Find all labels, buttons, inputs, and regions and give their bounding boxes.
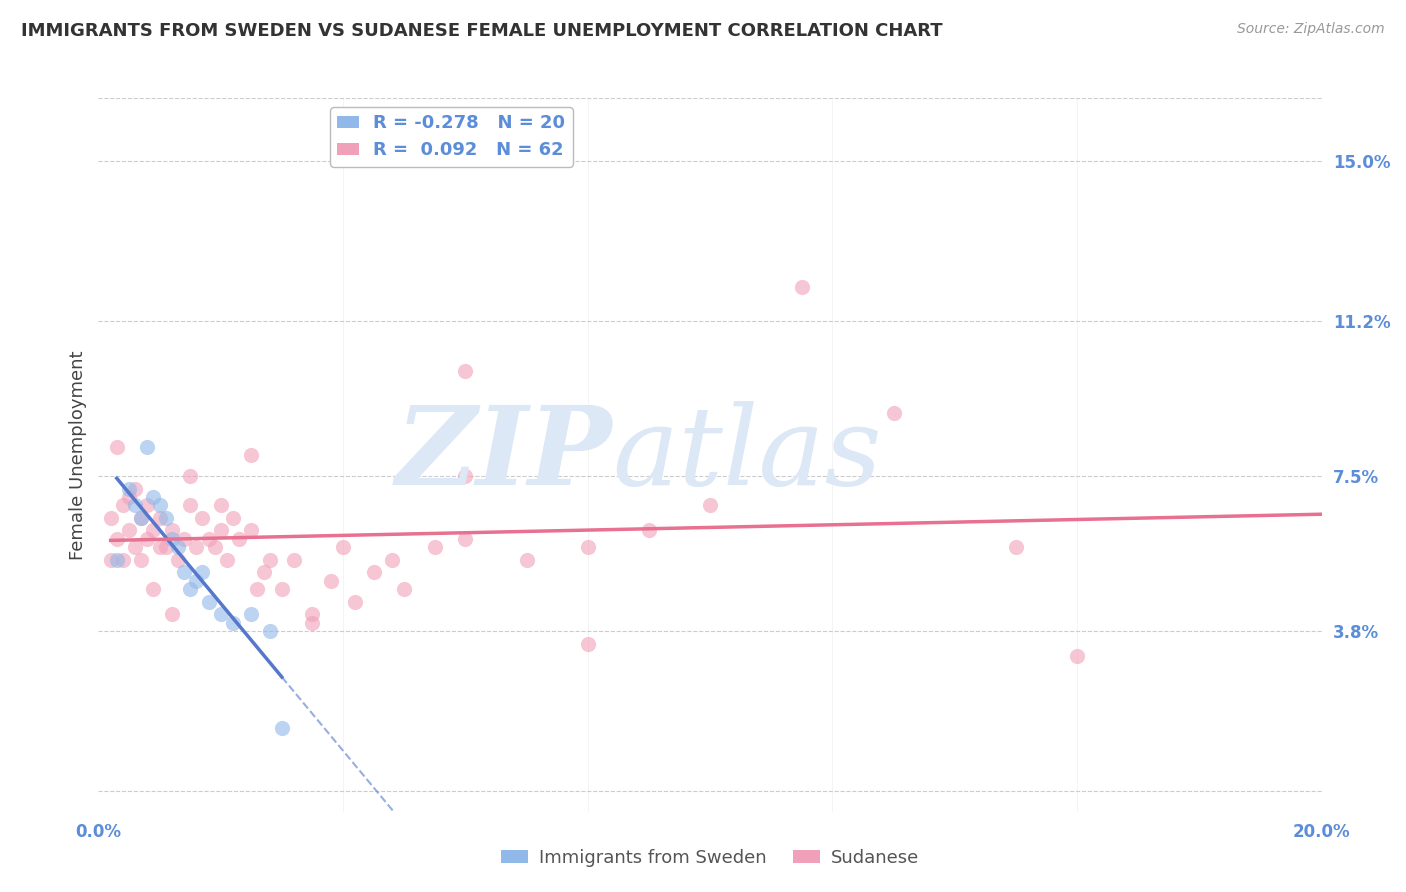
Point	[129, 511, 152, 525]
Point	[209, 607, 232, 622]
Point	[149, 511, 172, 525]
Point	[344, 595, 367, 609]
Point	[105, 440, 128, 454]
Point	[129, 553, 152, 567]
Point	[155, 511, 177, 525]
Text: ZIP: ZIP	[395, 401, 612, 508]
Point	[111, 498, 134, 512]
Point	[129, 511, 152, 525]
Point	[160, 524, 183, 538]
Point	[118, 524, 141, 538]
Point	[270, 582, 292, 597]
Point	[332, 541, 354, 555]
Text: atlas: atlas	[612, 401, 882, 508]
Point	[576, 541, 599, 555]
Point	[240, 524, 263, 538]
Point	[790, 280, 813, 294]
Point	[301, 615, 323, 630]
Point	[228, 532, 250, 546]
Text: Source: ZipAtlas.com: Source: ZipAtlas.com	[1237, 22, 1385, 37]
Point	[124, 482, 146, 496]
Point	[173, 566, 195, 580]
Point	[454, 532, 477, 546]
Point	[516, 553, 538, 567]
Point	[136, 532, 159, 546]
Point	[204, 541, 226, 555]
Point	[149, 498, 172, 512]
Point	[246, 582, 269, 597]
Point	[259, 624, 281, 639]
Point	[118, 490, 141, 504]
Point	[209, 498, 232, 512]
Point	[576, 637, 599, 651]
Point	[240, 448, 263, 462]
Point	[191, 511, 214, 525]
Point	[136, 498, 159, 512]
Text: IMMIGRANTS FROM SWEDEN VS SUDANESE FEMALE UNEMPLOYMENT CORRELATION CHART: IMMIGRANTS FROM SWEDEN VS SUDANESE FEMAL…	[21, 22, 942, 40]
Point	[186, 541, 208, 555]
Y-axis label: Female Unemployment: Female Unemployment	[69, 351, 87, 559]
Point	[191, 566, 214, 580]
Point	[111, 553, 134, 567]
Point	[173, 532, 195, 546]
Point	[142, 524, 165, 538]
Point	[124, 498, 146, 512]
Point	[136, 440, 159, 454]
Point	[155, 541, 177, 555]
Point	[197, 595, 219, 609]
Point	[259, 553, 281, 567]
Point	[252, 566, 274, 580]
Point	[392, 582, 416, 597]
Point	[381, 553, 404, 567]
Point	[454, 469, 477, 483]
Point	[240, 607, 263, 622]
Point	[423, 541, 446, 555]
Point	[222, 511, 245, 525]
Point	[100, 511, 122, 525]
Point	[1066, 649, 1088, 664]
Point	[699, 498, 721, 512]
Point	[142, 582, 165, 597]
Point	[149, 541, 172, 555]
Point	[222, 615, 245, 630]
Point	[883, 406, 905, 420]
Point	[118, 482, 141, 496]
Point	[197, 532, 219, 546]
Point	[167, 541, 190, 555]
Point	[124, 541, 146, 555]
Point	[179, 469, 201, 483]
Point	[167, 553, 190, 567]
Point	[186, 574, 208, 588]
Point	[637, 524, 661, 538]
Point	[301, 607, 323, 622]
Point	[283, 553, 305, 567]
Point	[1004, 541, 1026, 555]
Point	[160, 532, 183, 546]
Point	[179, 582, 201, 597]
Point	[363, 566, 385, 580]
Point	[270, 721, 292, 735]
Point	[454, 364, 477, 378]
Point	[319, 574, 342, 588]
Point	[160, 607, 183, 622]
Point	[215, 553, 238, 567]
Point	[105, 532, 128, 546]
Point	[209, 524, 232, 538]
Point	[142, 490, 165, 504]
Point	[100, 553, 122, 567]
Point	[179, 498, 201, 512]
Point	[105, 553, 128, 567]
Legend: Immigrants from Sweden, Sudanese: Immigrants from Sweden, Sudanese	[494, 842, 927, 874]
